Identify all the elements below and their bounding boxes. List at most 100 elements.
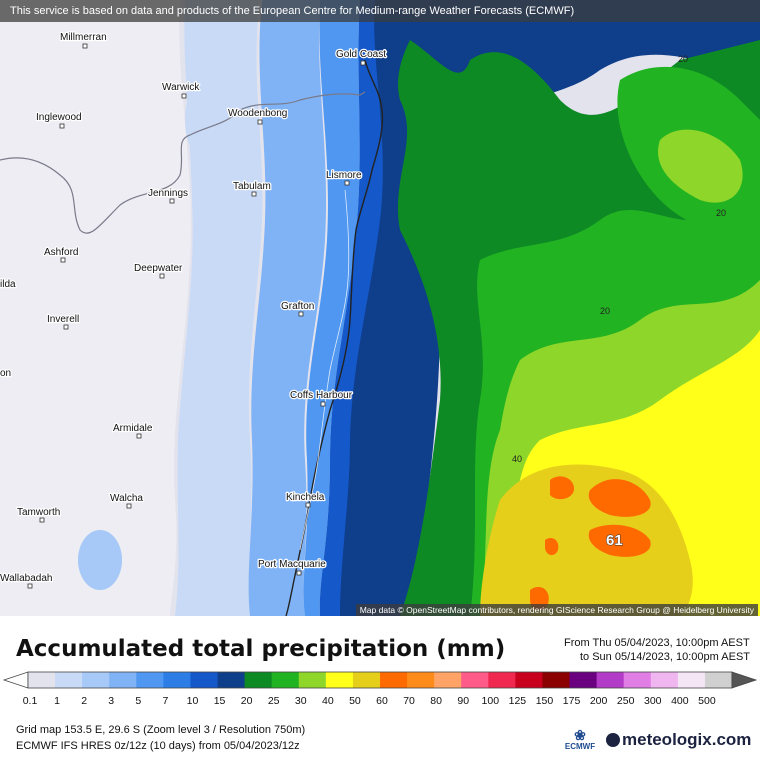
scale-tick-label: 15 [214,695,226,707]
max-value-label: 61 [606,532,623,549]
scale-tick-label: 70 [403,695,415,707]
scale-swatch [434,672,462,688]
city-ashford[interactable]: Ashford [43,246,80,263]
scale-swatch [217,672,246,688]
scale-tick-label: 150 [536,695,554,707]
precip-band-60 [550,476,575,500]
precip-band-60 [545,538,559,556]
precipitation-map[interactable]: 20 20 20 40 61 Millmerran Gold Coast War… [0,0,760,616]
coastline [285,59,384,616]
precip-blob [185,85,215,155]
svg-text:Armidale: Armidale [113,423,153,434]
city-partial-on: on [0,367,12,381]
scale-tick-label: 1 [54,695,60,707]
svg-text:Warwick: Warwick [162,82,200,93]
city-inverell[interactable]: Inverell [46,313,81,330]
coastline-inner [299,189,350,551]
scale-tick-label: 25 [268,695,280,707]
scale-tick-label: 200 [590,695,608,707]
scale-swatch [461,672,489,688]
ecmwf-notice-banner: This service is based on data and produc… [0,0,760,22]
state-border [0,91,366,234]
scale-tick-label: 50 [349,695,361,707]
grid-info: Grid map 153.5 E, 29.6 S (Zoom level 3 /… [16,724,306,736]
scale-arrow-left [2,671,29,689]
svg-text:Jennings: Jennings [148,188,188,199]
model-info: ECMWF IFS HRES 0z/12z (10 days) from 05/… [16,740,300,752]
scale-tick-label: 100 [482,695,500,707]
scale-swatch [623,672,652,688]
scale-tick-label: 3 [108,695,114,707]
city-woodenbong[interactable]: Woodenbong [227,107,289,125]
city-port-macquarie[interactable]: Port Macquarie [257,558,327,576]
scale-tick-label: 30 [295,695,307,707]
svg-text:on: on [0,368,11,379]
city-millmerran[interactable]: Millmerran [59,31,108,49]
city-walcha[interactable]: Walcha [109,492,145,509]
precip-band-60 [588,524,651,557]
scale-swatch [596,672,625,688]
scale-tick-label: 10 [187,695,199,707]
precip-band-3 [248,0,327,616]
scale-swatch [55,672,83,688]
map-attribution[interactable]: Map data © OpenStreetMap contributors, r… [355,604,758,616]
city-inglewood[interactable]: Inglewood [35,111,83,129]
meteologix-logo-text: meteologix.com [622,730,752,749]
period-from: From Thu 05/04/2023, 10:00pm AEST [563,637,750,649]
precip-band-30-north [658,129,743,203]
svg-text:Port Macquarie: Port Macquarie [258,559,326,570]
svg-text:Inverell: Inverell [47,314,79,325]
scale-swatch [650,672,679,688]
city-lismore[interactable]: Lismore [325,169,363,186]
scale-tick-label: 500 [698,695,716,707]
scale-swatch [190,672,219,688]
scale-swatch [325,672,354,688]
city-wallabadah[interactable]: Wallabadah [0,572,54,589]
scale-arrow-right [731,671,758,689]
city-markers: Millmerran Gold Coast Warwick Inglewood … [0,31,387,589]
city-armidale[interactable]: Armidale [112,422,154,439]
scale-tick-label: 5 [135,695,141,707]
city-jennings[interactable]: Jennings [147,187,189,204]
svg-text:Woodenbong: Woodenbong [228,108,287,119]
svg-text:Lismore: Lismore [326,170,362,181]
svg-text:Kinchela: Kinchela [286,492,325,503]
forecast-period: From Thu 05/04/2023, 10:00pm AEST to Sun… [564,636,750,664]
city-deepwater[interactable]: Deepwater [133,262,184,279]
precipitation-color-scale: 0.1 1 2 3 5 7 10 15 20 25 30 40 50 60 70 80 90 100 125 150 1… [2,671,758,707]
scale-swatch [380,672,408,688]
scale-tick-label: 90 [457,695,469,707]
svg-text:Deepwater: Deepwater [134,263,183,274]
scale-tick-label: 250 [617,695,635,707]
scale-swatch [244,672,273,688]
ecmwf-logo-text: ECMWF [564,742,596,751]
ecmwf-logo[interactable]: ❀ ECMWF [560,728,600,756]
city-kinchela[interactable]: Kinchela [285,491,326,508]
meteologix-logo[interactable]: meteologix.com [606,730,751,750]
contour-label-20: 20 [600,306,610,316]
svg-text:Tabulam: Tabulam [233,181,271,192]
city-grafton[interactable]: Grafton [280,300,316,317]
city-warwick[interactable]: Warwick [161,81,202,99]
precip-band-dry [0,0,191,616]
city-gold-coast[interactable]: Gold Coast [335,48,387,66]
city-coffs-harbour[interactable]: Coffs Harbour [289,389,354,407]
scale-swatch [109,672,137,688]
city-tabulam[interactable]: Tabulam [232,180,272,197]
scale-tick-label: 40 [322,695,334,707]
scale-swatch [271,672,300,688]
city-tamworth[interactable]: Tamworth [16,506,62,523]
svg-text:Ashford: Ashford [44,247,78,258]
scale-swatch [163,672,191,688]
contour-label-20: 20 [678,54,688,64]
scale-swatch [515,672,543,688]
scale-tick-label: 0.1 [23,695,38,707]
svg-text:ilda: ilda [0,279,16,290]
svg-text:Gold Coast: Gold Coast [336,49,386,60]
scale-swatch [569,672,598,688]
scale-swatch [542,672,571,688]
scale-swatch [704,672,733,688]
period-to: to Sun 05/14/2023, 10:00pm AEST [579,651,750,663]
scale-tick-label: 20 [241,695,253,707]
scale-swatch [136,672,164,688]
